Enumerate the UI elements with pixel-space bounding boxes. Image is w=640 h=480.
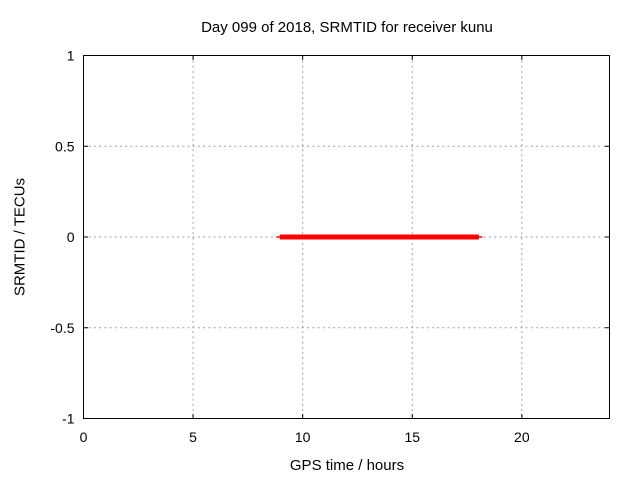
y-tick-label--0.5: -0.5 bbox=[50, 320, 74, 336]
chart-title: Day 099 of 2018, SRMTID for receiver kun… bbox=[201, 19, 493, 36]
y-tick-label-0: 0 bbox=[67, 229, 75, 245]
y-tick-label-1: 1 bbox=[67, 48, 75, 64]
x-tick-label-5: 5 bbox=[189, 429, 197, 445]
x-tick-label-15: 15 bbox=[404, 429, 420, 445]
y-tick-label--1: -1 bbox=[62, 411, 75, 427]
x-axis-label: GPS time / hours bbox=[289, 457, 405, 474]
x-tick-label-0: 0 bbox=[80, 429, 88, 445]
y-axis-label: SRMTID / TECUs bbox=[11, 177, 29, 297]
x-tick-label-10: 10 bbox=[295, 429, 311, 445]
x-tick-label-20: 20 bbox=[514, 429, 530, 445]
y-tick-label-0.5: 0.5 bbox=[55, 138, 75, 154]
plot-frame bbox=[83, 55, 610, 419]
